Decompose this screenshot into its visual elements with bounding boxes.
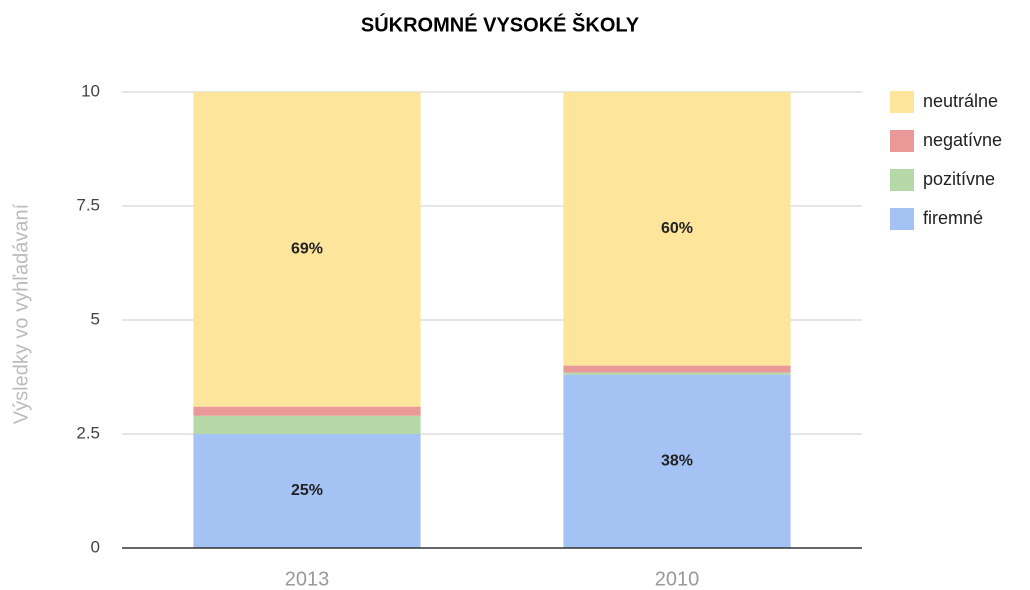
bar-segment	[563, 92, 791, 366]
legend-label: pozitívne	[923, 169, 995, 189]
y-tick-label: 2.5	[76, 423, 100, 442]
bar-segment	[193, 406, 421, 416]
data-label: 38%	[661, 453, 693, 470]
x-tick-label: 2013	[285, 568, 330, 590]
y-axis-label: Výsledky vo vyhľadávaní	[10, 203, 32, 424]
bar-segment	[193, 92, 421, 407]
data-label: 69%	[291, 241, 323, 258]
legend-label: neutrálne	[923, 91, 998, 111]
y-tick-label: 0	[91, 537, 100, 556]
chart-title: SÚKROMNÉ VYSOKÉ ŠKOLY	[361, 12, 640, 36]
data-label: 25%	[291, 482, 323, 499]
bar-segment	[193, 434, 421, 548]
bar-segment	[193, 415, 421, 434]
legend-swatch	[890, 169, 914, 191]
x-tick-label: 2010	[655, 568, 700, 590]
y-tick-label: 5	[91, 309, 100, 328]
y-tick-label: 10	[81, 81, 100, 100]
y-tick-label: 7.5	[76, 195, 100, 214]
legend-label: negatívne	[923, 130, 1002, 150]
legend-swatch	[890, 91, 914, 113]
data-label: 60%	[661, 220, 693, 237]
legend-swatch	[890, 208, 914, 230]
bar-segment	[563, 374, 791, 548]
legend-swatch	[890, 130, 914, 152]
legend-label: firemné	[923, 208, 983, 228]
bar-segment	[563, 372, 791, 375]
bar-segment	[563, 365, 791, 373]
